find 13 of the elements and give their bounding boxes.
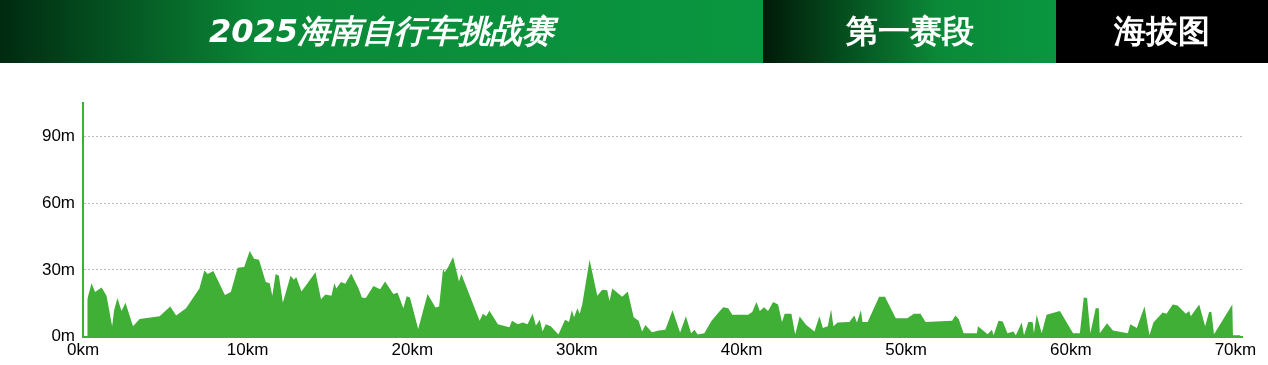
chart-title: 2025海南自行车挑战赛 (0, 0, 763, 63)
y-tick-label: 90m (41, 126, 75, 146)
y-tick-label: 30m (41, 259, 75, 279)
x-tick-label: 60km (1049, 340, 1092, 360)
x-tick-label: 50km (885, 340, 927, 360)
chart-subtitle: 第一赛段 (763, 0, 1056, 63)
y-tick-label: 60m (41, 192, 75, 212)
x-tick-label: 10km (226, 340, 269, 360)
text: 海拔图 (1056, 0, 1268, 63)
x-tick-label: 20km (391, 340, 434, 360)
x-tick-label: 30km (556, 340, 598, 360)
x-tick-label: 40km (720, 340, 763, 360)
x-tick-label: 70km (1214, 340, 1257, 360)
